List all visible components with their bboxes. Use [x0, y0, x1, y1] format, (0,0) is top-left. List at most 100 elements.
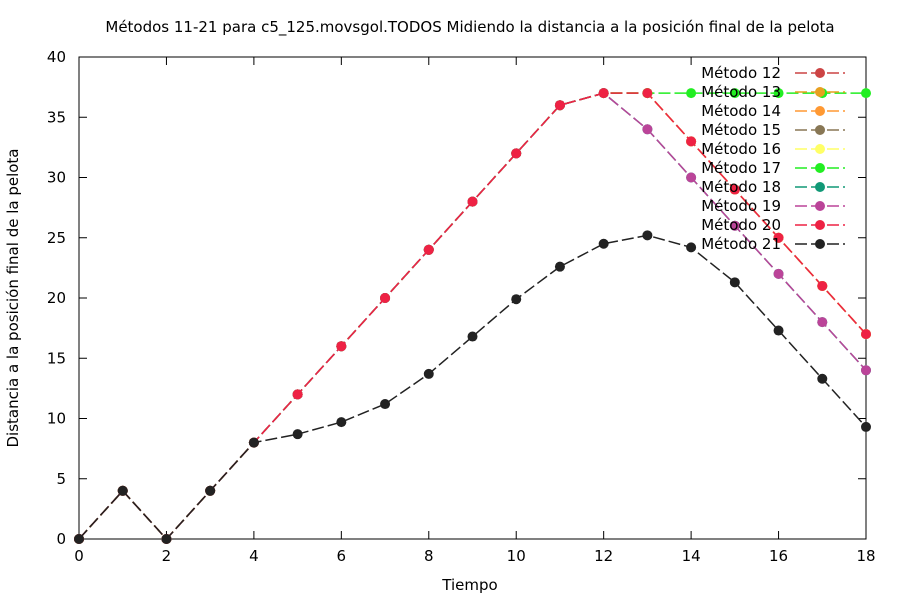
- data-point: [642, 124, 653, 135]
- series-21: [74, 230, 871, 544]
- data-point: [686, 136, 697, 147]
- series-line: [78, 234, 867, 541]
- data-point: [729, 220, 740, 231]
- x-tick-label: 8: [424, 547, 434, 565]
- x-tick-label: 16: [769, 547, 788, 565]
- data-point: [773, 232, 784, 243]
- legend-entry: Método 18: [701, 178, 845, 196]
- data-point: [423, 368, 434, 379]
- x-tick-label: 18: [856, 547, 875, 565]
- data-point: [729, 184, 740, 195]
- data-point: [423, 244, 434, 255]
- legend-entry: Método 13: [701, 83, 845, 101]
- y-tick-label: 35: [47, 108, 66, 126]
- legend-swatch-marker: [815, 239, 825, 249]
- data-point: [729, 88, 740, 99]
- y-tick-label: 25: [47, 229, 66, 247]
- data-point: [292, 429, 303, 440]
- legend-swatch-marker: [815, 220, 825, 230]
- legend-label: Método 13: [701, 83, 781, 101]
- legend-swatch-marker: [815, 68, 825, 78]
- legend-entry: Método 21: [701, 235, 845, 253]
- y-axis-label: Distancia a la posición final de la pelo…: [4, 148, 22, 447]
- data-point: [861, 421, 871, 432]
- data-point: [773, 325, 784, 336]
- data-point: [598, 238, 609, 249]
- data-point: [861, 329, 871, 340]
- axis-ticks: 0 2 4 6 8 10 12 14 16 18 0 5 10 15 20 25 30 35 40: [47, 48, 876, 565]
- y-tick-label: 30: [47, 169, 66, 187]
- x-tick-label: 2: [162, 547, 172, 565]
- legend-entry: Método 14: [701, 102, 845, 120]
- legend-entry: Método 16: [701, 140, 845, 158]
- series-layer: [74, 88, 871, 544]
- legend-label: Método 19: [701, 197, 781, 215]
- data-point: [642, 88, 653, 99]
- data-point: [467, 331, 478, 342]
- data-point: [248, 437, 259, 448]
- legend-label: Método 17: [701, 159, 781, 177]
- x-tick-label: 12: [594, 547, 613, 565]
- data-point: [380, 399, 391, 410]
- x-tick-label: 0: [74, 547, 84, 565]
- legend-label: Método 20: [701, 216, 781, 234]
- data-point: [161, 534, 172, 544]
- y-tick-label: 5: [56, 470, 66, 488]
- data-point: [292, 389, 303, 400]
- data-point: [817, 317, 828, 328]
- data-point: [117, 485, 128, 496]
- data-point: [861, 365, 871, 376]
- legend-entry: Método 20: [701, 216, 845, 234]
- legend-entry: Método 12: [701, 64, 845, 82]
- y-tick-label: 10: [47, 410, 66, 428]
- data-point: [467, 196, 478, 207]
- x-tick-label: 14: [682, 547, 701, 565]
- data-point: [861, 88, 871, 99]
- data-point: [74, 534, 84, 544]
- legend-label: Método 21: [701, 235, 781, 253]
- legend-entry: Método 19: [701, 197, 845, 215]
- data-point: [729, 277, 740, 288]
- legend-swatch-marker: [815, 144, 825, 154]
- x-tick-label: 4: [249, 547, 259, 565]
- legend-swatch-marker: [815, 87, 825, 97]
- data-point: [686, 172, 697, 183]
- data-point: [817, 280, 828, 291]
- data-point: [554, 100, 565, 111]
- legend-label: Método 18: [701, 178, 781, 196]
- data-point: [773, 268, 784, 279]
- legend-swatch-marker: [815, 182, 825, 192]
- legend-label: Método 14: [701, 102, 781, 120]
- legend-entry: Método 15: [701, 121, 845, 139]
- data-point: [336, 341, 347, 352]
- legend-entry: Método 17: [701, 159, 845, 177]
- legend-label: Método 16: [701, 140, 781, 158]
- data-point: [554, 261, 565, 272]
- y-tick-label: 15: [47, 349, 66, 367]
- x-tick-label: 10: [507, 547, 526, 565]
- legend-swatch-marker: [815, 163, 825, 173]
- chart-title: Métodos 11-21 para c5_125.movsgol.TODOS …: [105, 18, 834, 37]
- legend-label: Método 15: [701, 121, 781, 139]
- y-tick-label: 0: [56, 530, 66, 548]
- data-point: [686, 242, 697, 253]
- legend-swatch-marker: [815, 201, 825, 211]
- data-point: [205, 485, 216, 496]
- legend-swatch-marker: [815, 125, 825, 135]
- data-point: [380, 293, 391, 303]
- data-point: [817, 373, 828, 384]
- x-axis-label: Tiempo: [441, 576, 497, 594]
- data-point: [598, 88, 609, 99]
- data-point: [511, 294, 522, 305]
- x-tick-label: 6: [337, 547, 347, 565]
- y-tick-label: 40: [47, 48, 66, 66]
- y-tick-label: 20: [47, 289, 66, 307]
- data-point: [642, 230, 653, 241]
- data-point: [336, 417, 347, 428]
- legend-swatch-marker: [815, 106, 825, 116]
- legend-label: Método 12: [701, 64, 781, 82]
- data-point: [686, 88, 697, 99]
- data-point: [773, 88, 784, 99]
